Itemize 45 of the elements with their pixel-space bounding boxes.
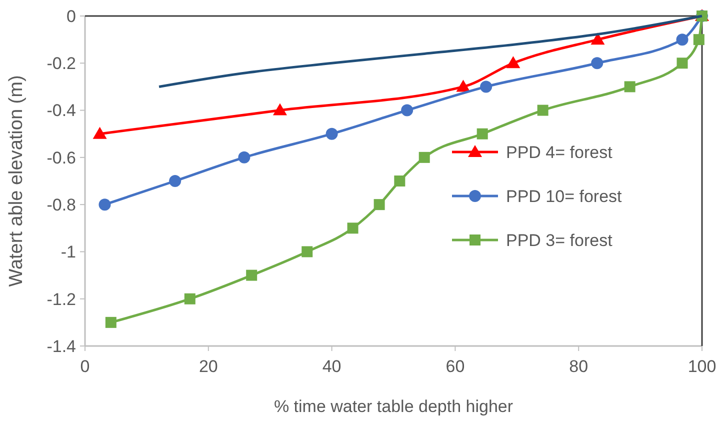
point	[98, 198, 111, 211]
point	[347, 222, 358, 234]
point	[326, 128, 338, 140]
point	[394, 176, 406, 186]
point	[238, 151, 250, 164]
point	[456, 80, 470, 92]
point	[302, 246, 313, 258]
point	[246, 270, 258, 281]
y-axis-title: Watert able elevation (m)	[6, 75, 27, 287]
y-tick-label: -0.6	[46, 148, 76, 168]
point	[418, 152, 430, 163]
point	[374, 199, 385, 210]
y-tick-label: -0.4	[46, 101, 76, 120]
point	[401, 104, 414, 116]
point	[537, 104, 548, 116]
point	[184, 293, 196, 304]
point	[272, 103, 287, 116]
x-tick-label: 80	[569, 357, 588, 376]
x-tick-label: 20	[198, 357, 218, 376]
point	[676, 58, 688, 69]
point	[476, 128, 488, 140]
y-tick-label: -1	[60, 242, 76, 262]
point	[624, 81, 636, 92]
point	[676, 34, 688, 46]
y-tick-label: -1.4	[46, 336, 76, 356]
legend-label: PPD 4= forest	[506, 142, 613, 162]
x-tick-label: 40	[322, 357, 342, 376]
y-tick-label: 0	[66, 6, 76, 26]
x-tick-label: 0	[80, 357, 90, 376]
x-tick-label: 60	[446, 357, 465, 376]
legend-label: PPD 3= forest	[506, 230, 613, 250]
x-axis-title: % time water table depth higher	[274, 397, 514, 416]
legend-label: PPD 10= forest	[506, 186, 622, 206]
point	[590, 32, 605, 45]
point	[169, 175, 182, 187]
point	[92, 126, 107, 139]
point	[693, 34, 704, 46]
point	[480, 80, 492, 93]
x-tick-label: 100	[688, 357, 716, 376]
y-tick-label: -0.8	[46, 196, 76, 215]
point	[506, 56, 520, 68]
point	[105, 316, 116, 328]
y-tick-label: -0.2	[46, 54, 76, 74]
y-tick-label: -1.2	[46, 290, 76, 309]
point	[591, 57, 604, 70]
